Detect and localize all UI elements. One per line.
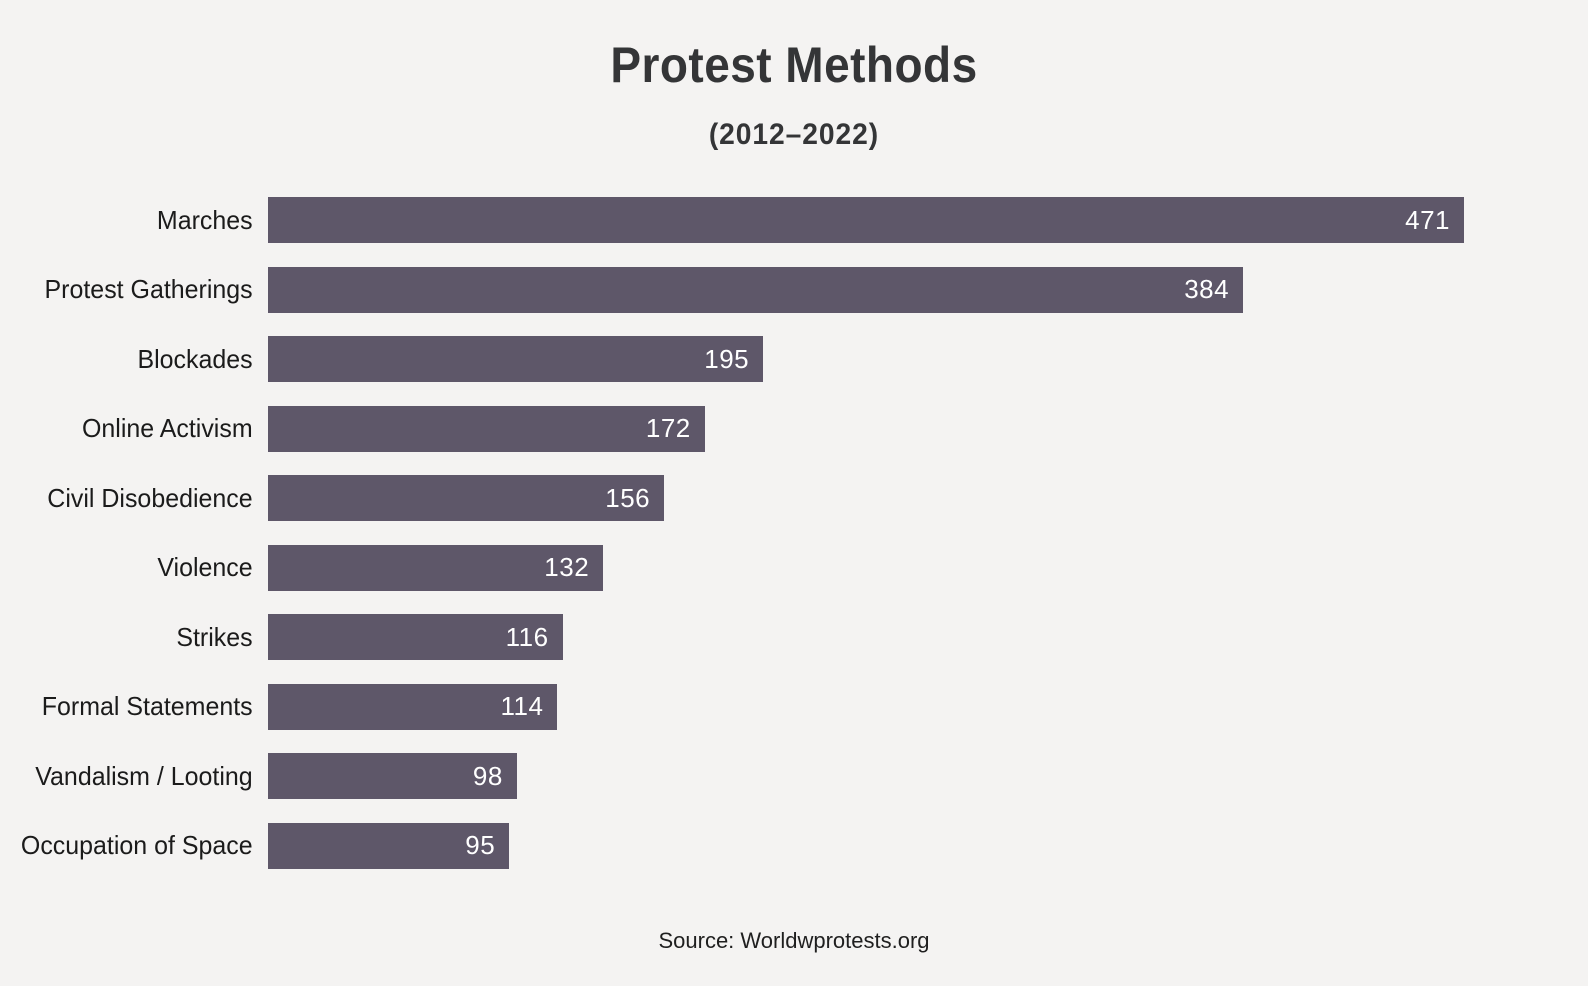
bar: 471 [268,197,1464,243]
bar-value-label: 114 [500,691,544,721]
category-label: Violence [157,552,253,582]
bar: 172 [268,405,705,452]
bar-track: 384 [268,266,1464,313]
bar: 384 [268,266,1244,313]
bar-value-label: 471 [1405,204,1450,235]
bar-track: 156 [268,475,1464,521]
category-label: Strikes [176,621,253,652]
bar-value-label: 116 [505,621,549,652]
bar-row: Formal Statements 114 [0,683,1588,730]
bar-value-label: 132 [544,552,590,582]
bar: 95 [268,822,510,869]
source-caption: Source: Worldwprotests.org [658,928,930,953]
chart-title: Protest Methods [610,37,978,93]
category-label: Protest Gatherings [44,274,253,304]
bar-track: 95 [268,822,1464,869]
bar-value-label: 172 [645,413,691,443]
bar-row: Online Activism 172 [0,405,1588,452]
bar-row: Protest Gatherings 384 [0,266,1588,313]
bar-track: 195 [268,336,1464,382]
bar-track: 471 [268,197,1464,243]
bar-value-label: 98 [472,760,503,791]
bar: 116 [268,614,563,660]
chart-subtitle: (2012–2022) [708,118,880,151]
category-label: Occupation of Space [20,830,253,860]
bar-track: 172 [268,405,1464,452]
bar-row: Blockades 195 [0,336,1588,382]
bar-track: 132 [268,544,1464,591]
bar-row: Marches 471 [0,197,1588,243]
category-label: Vandalism / Looting [35,760,253,791]
category-label: Blockades [137,343,253,374]
bar: 156 [268,475,665,521]
bar: 98 [268,753,517,799]
chart-header: Protest Methods (2012–2022) [0,0,1588,152]
category-label: Online Activism [82,413,253,443]
bar-value-label: 195 [704,343,750,374]
bar-track: 116 [268,614,1464,660]
bar-row: Vandalism / Looting 98 [0,753,1588,799]
bar: 195 [268,336,764,382]
bar-row: Violence 132 [0,544,1588,591]
bar-value-label: 95 [465,830,496,860]
category-label: Civil Disobedience [47,482,253,513]
bar-row: Occupation of Space 95 [0,822,1588,869]
bar-value-label: 384 [1184,274,1230,304]
bar: 114 [268,683,558,730]
bar-row: Strikes 116 [0,614,1588,660]
bar-value-label: 156 [605,482,651,513]
bar: 132 [268,544,604,591]
bar-row: Civil Disobedience 156 [0,475,1588,521]
bar-track: 114 [268,683,1464,730]
bar-track: 98 [268,753,1464,799]
category-label: Marches [156,204,253,235]
category-label: Formal Statements [41,691,253,721]
bar-chart: Marches 471 Protest Gatherings 384 Blockades… [0,197,1588,869]
